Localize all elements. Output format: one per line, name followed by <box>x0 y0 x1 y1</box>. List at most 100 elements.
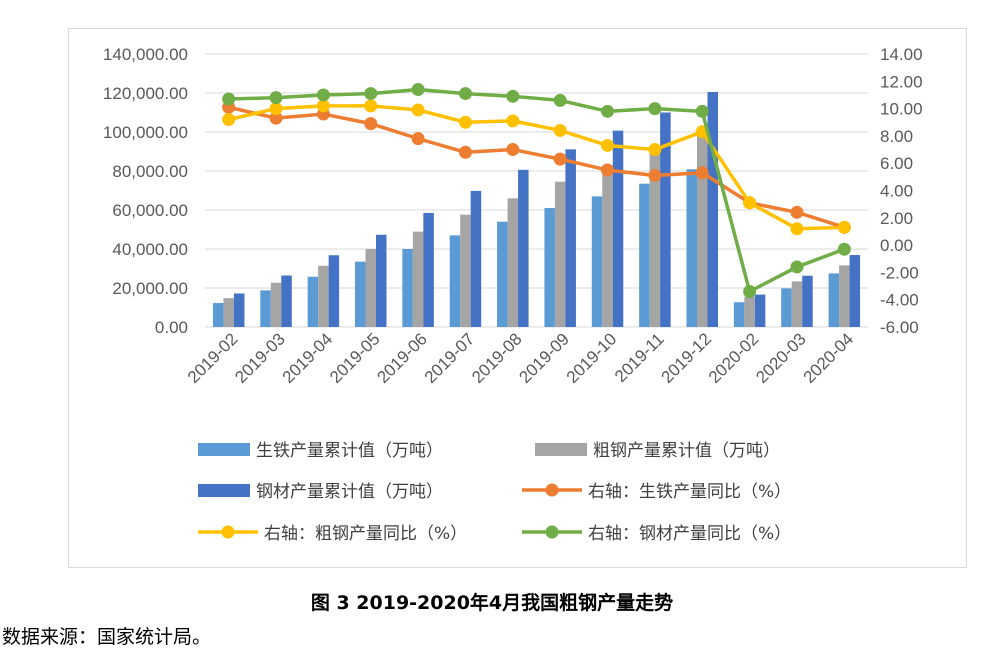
bar-series-3-bar <box>849 255 861 327</box>
bar-series-1-bar <box>639 183 650 327</box>
bar-series-3-bar <box>707 92 718 328</box>
right-axis-tick-label: 14.00 <box>880 45 923 64</box>
x-axis-tick-label: 2019-08 <box>468 329 526 387</box>
line-series-2-point <box>269 102 283 116</box>
x-axis-tick-label: 2019-04 <box>279 329 337 387</box>
legend-label: 右轴：生铁产量同比（%） <box>588 482 791 502</box>
bar-series-1-bar <box>355 261 366 327</box>
line-series-2-point <box>743 196 757 210</box>
x-axis-tick-label: 2019-12 <box>658 329 716 387</box>
line-series-3-point <box>553 93 567 107</box>
left-axis-tick-label: 0.00 <box>155 318 188 337</box>
line-series-3-point <box>411 82 425 96</box>
legend-label: 右轴：钢材产量同比（%） <box>588 524 791 544</box>
right-axis-tick-label: 4.00 <box>880 182 913 201</box>
bar-series-1-bar <box>733 302 745 327</box>
bar-series-2-bar <box>649 150 661 327</box>
data-source-note: 数据来源：国家统计局。 <box>2 626 212 648</box>
left-axis-tick-label: 40,000.00 <box>112 240 188 259</box>
line-series-3-point <box>648 102 662 116</box>
line-series-1-point <box>601 163 615 177</box>
line-series-3-point <box>743 285 757 299</box>
bar-series-3-bar <box>376 234 387 327</box>
x-axis-tick-label: 2019-06 <box>373 329 431 387</box>
line-series-1-point <box>269 111 283 125</box>
line-series-3-point <box>837 242 851 256</box>
right-axis-tick-label: -2.00 <box>880 263 919 282</box>
legend-label: 右轴：粗钢产量同比（%） <box>264 524 467 544</box>
bar-series-1-bar <box>686 169 697 327</box>
line-series-3-point <box>601 104 615 118</box>
legend-swatch <box>198 443 250 456</box>
line-series-1-point <box>458 145 472 159</box>
line-series-3-point <box>695 104 709 118</box>
bar-series-1-bar <box>402 249 413 327</box>
x-axis-tick-label: 2019-07 <box>421 329 479 387</box>
line-series-2-point <box>553 123 567 137</box>
line-series-2-point <box>506 114 520 128</box>
x-axis-tick-label: 2019-10 <box>563 329 621 387</box>
line-series-1-point <box>553 152 567 166</box>
line-series-2-point <box>648 143 662 157</box>
bar-series-3-bar <box>754 294 766 327</box>
line-series-1-point <box>790 205 804 219</box>
bar-series-3-bar <box>802 275 813 327</box>
bar-series-2-bar <box>791 281 803 327</box>
bar-series-2-bar <box>697 132 708 327</box>
left-axis-tick-label: 120,000.00 <box>103 84 188 103</box>
legend-label: 生铁产量累计值（万吨） <box>256 441 443 461</box>
bar-series-1-bar <box>544 208 555 327</box>
bar-series-3-bar <box>660 112 671 327</box>
bar-series-2-bar <box>223 298 234 327</box>
right-axis-tick-label: 10.00 <box>880 100 923 119</box>
chart-plot: 0.00 20,000.00 40,000.00 60,000.00 80,000.00… <box>103 45 923 544</box>
line-series-1-point <box>695 166 709 180</box>
left-axis-tick-label: 20,000.00 <box>112 279 188 298</box>
line-series-2-point <box>411 103 425 117</box>
legend-marker <box>545 483 559 497</box>
bar-series-3-bar <box>281 275 292 327</box>
legend-swatch <box>535 443 587 456</box>
x-axis-tick-label: 2019-03 <box>231 329 289 387</box>
legend-label: 粗钢产量累计值（万吨） <box>593 441 780 461</box>
legend-swatch <box>198 484 250 497</box>
bar-series-2-bar <box>602 165 613 327</box>
legend-marker <box>545 525 559 539</box>
line-series-2-point <box>790 222 804 236</box>
line-series-3-point <box>222 92 236 106</box>
bar-series-3-bar <box>612 130 624 327</box>
line-series-1-point <box>364 117 378 131</box>
left-axis-tick-label: 100,000.00 <box>103 123 188 142</box>
bar-series-1-bar <box>781 288 792 327</box>
line-series-2-point <box>316 99 330 113</box>
legend-marker <box>221 525 235 539</box>
x-axis-tick-label: 2020-02 <box>705 329 763 387</box>
line-series-2-point <box>601 138 615 152</box>
bar-series-2-bar <box>365 249 376 327</box>
bar-series-3-bar <box>470 190 482 327</box>
bar-series-2-bar <box>318 265 329 327</box>
x-axis-tick-label: 2020-04 <box>800 329 858 387</box>
bar-series-2-bar <box>460 214 471 327</box>
bar-series-1-bar <box>449 235 461 327</box>
bar-series-1-bar <box>828 273 840 327</box>
line-series-1-point <box>411 132 425 146</box>
x-axis-tick-label: 2019-11 <box>611 329 668 386</box>
left-axis-tick-label: 60,000.00 <box>112 201 188 220</box>
line-series-2-point <box>837 220 851 234</box>
right-axis-tick-label: 6.00 <box>880 154 913 173</box>
chart-frame <box>68 28 967 568</box>
bar-series-3-bar <box>328 255 340 327</box>
legend-label: 钢材产量累计值（万吨） <box>256 482 443 502</box>
x-axis-tick-label: 2019-02 <box>184 329 242 387</box>
right-axis-tick-label: 8.00 <box>880 127 913 146</box>
line-series-3-point <box>506 89 520 103</box>
bar-series-3-bar <box>233 293 245 327</box>
x-axis-tick-label: 2019-05 <box>326 329 384 387</box>
bar-series-2-bar <box>270 282 282 327</box>
bar-series-2-bar <box>412 231 424 327</box>
line-series-3-point <box>364 87 378 101</box>
line-series-3-point <box>269 91 283 105</box>
line-series-3-point <box>316 88 330 102</box>
x-axis-tick-label: 2019-09 <box>515 329 573 387</box>
